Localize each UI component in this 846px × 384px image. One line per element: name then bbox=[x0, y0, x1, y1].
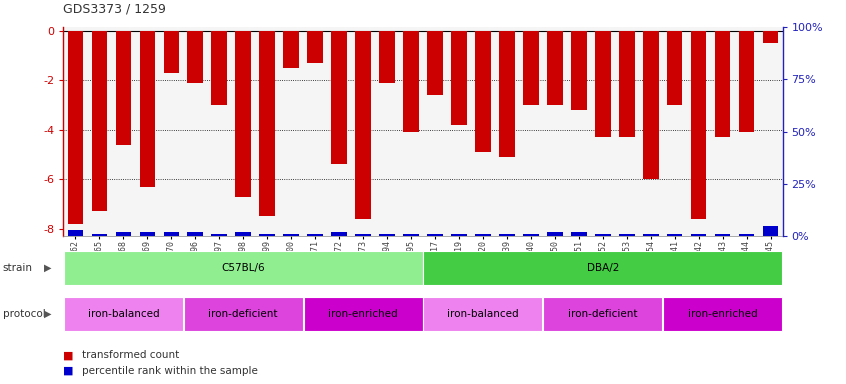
Text: iron-deficient: iron-deficient bbox=[208, 309, 278, 319]
Bar bbox=[571, 31, 586, 110]
Bar bbox=[619, 234, 634, 236]
Text: ■: ■ bbox=[63, 350, 74, 360]
Text: ▶: ▶ bbox=[44, 309, 52, 319]
Bar bbox=[739, 234, 755, 236]
Bar bbox=[64, 251, 422, 285]
Text: ■: ■ bbox=[63, 366, 74, 376]
Text: DBA/2: DBA/2 bbox=[586, 263, 619, 273]
Bar bbox=[715, 234, 730, 236]
Text: transformed count: transformed count bbox=[82, 350, 179, 360]
Bar bbox=[64, 297, 183, 331]
Bar bbox=[184, 297, 303, 331]
Bar bbox=[739, 31, 755, 132]
Bar bbox=[691, 31, 706, 219]
Bar bbox=[212, 31, 227, 105]
Bar bbox=[547, 232, 563, 236]
Text: protocol: protocol bbox=[3, 309, 46, 319]
Bar bbox=[332, 232, 347, 236]
Text: GDS3373 / 1259: GDS3373 / 1259 bbox=[63, 2, 167, 15]
Bar bbox=[663, 297, 782, 331]
Bar bbox=[499, 31, 514, 157]
Bar bbox=[188, 31, 203, 83]
Bar bbox=[595, 31, 611, 137]
Text: ▶: ▶ bbox=[44, 263, 52, 273]
Bar bbox=[499, 234, 514, 236]
Bar bbox=[283, 234, 299, 236]
Bar bbox=[763, 31, 778, 43]
Text: percentile rank within the sample: percentile rank within the sample bbox=[82, 366, 258, 376]
Bar bbox=[332, 31, 347, 164]
Bar bbox=[304, 297, 422, 331]
Bar bbox=[715, 31, 730, 137]
Bar bbox=[163, 232, 179, 236]
Bar bbox=[451, 234, 467, 236]
Bar bbox=[188, 232, 203, 236]
Bar bbox=[404, 234, 419, 236]
Bar bbox=[595, 234, 611, 236]
Bar bbox=[427, 234, 442, 236]
Bar bbox=[619, 31, 634, 137]
Bar bbox=[140, 232, 155, 236]
Bar bbox=[235, 232, 251, 236]
Text: iron-balanced: iron-balanced bbox=[448, 309, 519, 319]
Bar bbox=[235, 31, 251, 197]
Bar bbox=[523, 31, 539, 105]
Bar bbox=[543, 297, 662, 331]
Bar bbox=[307, 31, 323, 63]
Bar bbox=[116, 31, 131, 144]
Text: strain: strain bbox=[3, 263, 32, 273]
Bar bbox=[379, 31, 395, 83]
Text: C57BL/6: C57BL/6 bbox=[222, 263, 265, 273]
Bar bbox=[260, 31, 275, 216]
Bar bbox=[163, 31, 179, 73]
Bar bbox=[140, 31, 155, 187]
Bar bbox=[379, 234, 395, 236]
Bar bbox=[307, 234, 323, 236]
Bar bbox=[571, 232, 586, 236]
Bar bbox=[355, 31, 371, 219]
Text: iron-balanced: iron-balanced bbox=[88, 309, 159, 319]
Bar bbox=[667, 31, 683, 105]
Bar bbox=[643, 31, 658, 179]
Bar bbox=[475, 31, 491, 152]
Bar bbox=[427, 31, 442, 95]
Bar bbox=[424, 297, 542, 331]
Bar bbox=[424, 251, 782, 285]
Bar bbox=[355, 234, 371, 236]
Bar bbox=[91, 31, 107, 212]
Bar bbox=[68, 230, 83, 236]
Bar bbox=[283, 31, 299, 68]
Bar bbox=[451, 31, 467, 125]
Bar bbox=[404, 31, 419, 132]
Bar bbox=[547, 31, 563, 105]
Bar bbox=[68, 31, 83, 224]
Bar bbox=[260, 234, 275, 236]
Bar bbox=[691, 234, 706, 236]
Text: iron-enriched: iron-enriched bbox=[328, 309, 398, 319]
Bar bbox=[116, 232, 131, 236]
Bar bbox=[667, 234, 683, 236]
Bar bbox=[523, 234, 539, 236]
Text: iron-enriched: iron-enriched bbox=[688, 309, 757, 319]
Bar bbox=[643, 234, 658, 236]
Text: iron-deficient: iron-deficient bbox=[568, 309, 638, 319]
Bar bbox=[212, 234, 227, 236]
Bar bbox=[475, 234, 491, 236]
Bar bbox=[91, 234, 107, 236]
Bar bbox=[763, 226, 778, 236]
